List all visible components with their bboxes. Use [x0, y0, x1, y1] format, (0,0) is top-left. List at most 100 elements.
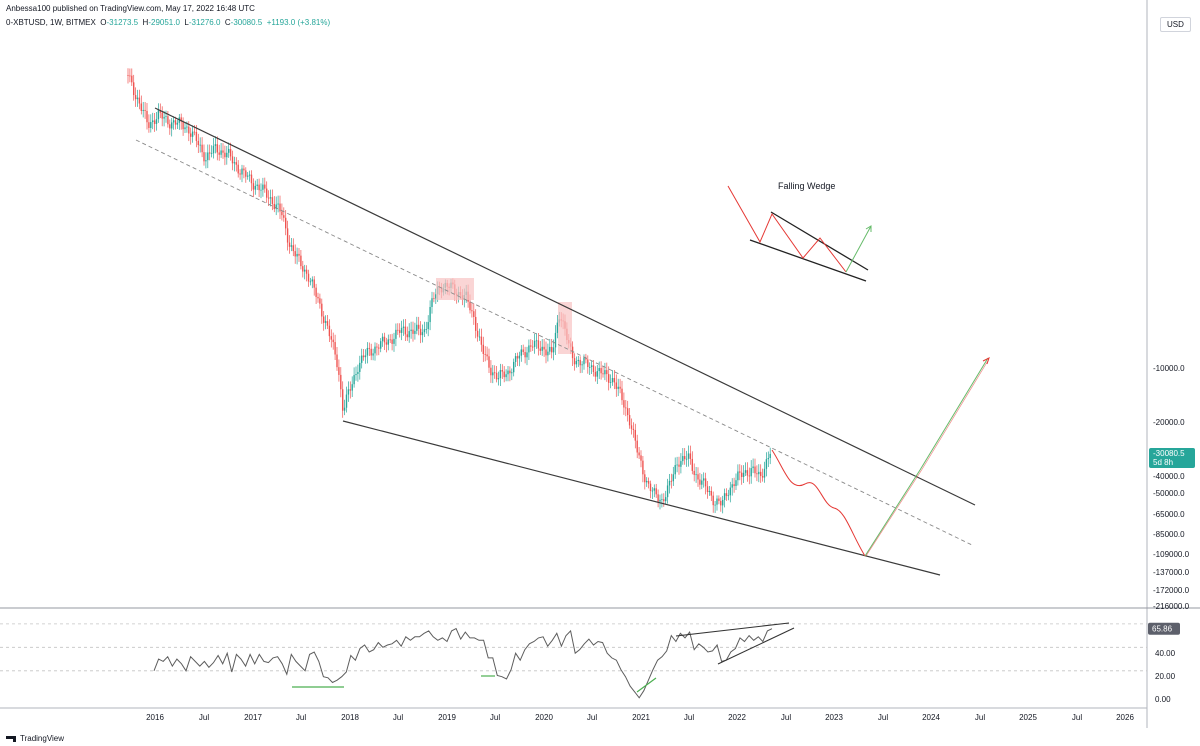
candle-body [250, 174, 253, 184]
candle-body [345, 394, 348, 408]
open-label: O [100, 18, 107, 27]
candle-body [288, 242, 291, 247]
candle-body [760, 471, 762, 477]
candle-body [727, 495, 730, 497]
candle-body [714, 504, 716, 506]
candle-body [604, 370, 606, 375]
candle-body [680, 461, 682, 467]
candle-body [505, 374, 507, 378]
candle-body [300, 255, 302, 267]
candle-body [416, 324, 418, 331]
highlight-box [436, 278, 474, 300]
tradingview-brand[interactable]: TradingView [6, 734, 64, 743]
candle-body [361, 355, 363, 363]
candle-body [482, 344, 484, 354]
time-tick-label: 2019 [438, 713, 456, 722]
candle-body [326, 321, 329, 326]
rsi-tick-label: 40.00 [1155, 649, 1176, 658]
candle-body [589, 366, 591, 368]
symbol-ticker[interactable]: 0-XBTUSD [6, 18, 46, 27]
candle-body [220, 150, 222, 155]
candle-body [144, 109, 146, 111]
candle-body [543, 346, 545, 350]
candle-body [279, 203, 281, 212]
candle-body [596, 371, 598, 377]
candle-body [218, 152, 220, 155]
time-tick-label: Jul [1072, 713, 1082, 722]
falling-wedge-illustration: Falling Wedge [727, 181, 872, 282]
candle-body [224, 152, 226, 158]
candle-body [642, 460, 644, 475]
candle-body [750, 468, 752, 477]
price-tick-label: -109000.0 [1153, 550, 1190, 559]
low-label: L [184, 18, 189, 27]
candle-body [304, 269, 306, 272]
candle-body [706, 486, 709, 493]
candle-body [494, 372, 496, 374]
candle-body [169, 124, 171, 129]
candle-body [134, 95, 137, 100]
candle-body [767, 458, 769, 460]
candle-body [754, 466, 756, 474]
currency-button[interactable]: USD [1160, 17, 1191, 32]
time-tick-label: Jul [490, 713, 500, 722]
time-tick-label: 2026 [1116, 713, 1134, 722]
high-value: -29051.0 [148, 18, 180, 27]
candle-body [511, 372, 513, 374]
candle-body [480, 336, 483, 345]
candle-body [277, 203, 279, 205]
candle-body [343, 407, 346, 411]
wedge-breakout [845, 225, 872, 273]
candle-body [644, 474, 646, 483]
candle-body [495, 372, 498, 380]
symbol-interval[interactable]: 1W [50, 18, 62, 27]
grid-layer [0, 0, 1200, 728]
candle-body [718, 498, 720, 501]
candle-body [583, 357, 585, 365]
candle-body [362, 355, 365, 358]
candle-body [731, 484, 733, 488]
time-axis[interactable]: 2016 Jul 2017 Jul 2018 Jul 2019 Jul 2020 Jul 2021 J… [146, 713, 1134, 722]
candle-body [670, 480, 673, 482]
candle-body [332, 339, 334, 343]
candle-body [520, 349, 522, 356]
candle-body [372, 353, 374, 356]
price-tick-label: -85000.0 [1153, 530, 1185, 539]
candle-body [475, 316, 477, 331]
low-value: -31276.0 [188, 18, 221, 27]
candle-body [723, 493, 726, 500]
candle-body [737, 471, 739, 481]
candle-body [579, 359, 581, 366]
candle-body [399, 330, 401, 333]
candle-body [598, 368, 600, 372]
brand-name: TradingView [20, 734, 65, 743]
candle-body [315, 287, 317, 297]
projection-down-path [771, 449, 866, 557]
candle-body [710, 490, 712, 496]
candle-body [421, 332, 424, 336]
candle-body [283, 215, 285, 218]
candle-body [473, 311, 475, 317]
candle-body [646, 480, 648, 483]
candle-body [414, 330, 416, 334]
price-axis[interactable]: -10000.0 -20000.0 -30080.55d 8h -40000.0 -50… [1149, 364, 1195, 611]
candle-body [357, 371, 359, 375]
change-value: +1193.0 (+3.81%) [266, 18, 331, 27]
candle-body [214, 144, 217, 146]
author-name[interactable]: Anbessa100 [6, 4, 51, 13]
publish-header: Anbessa100 published on TradingView.com,… [6, 4, 255, 13]
candle-body [203, 152, 205, 162]
candle-body [275, 204, 277, 210]
candle-body [657, 494, 659, 502]
candle-body [387, 339, 389, 345]
candle-body [514, 356, 517, 362]
candle-body [241, 168, 243, 175]
candle-body [273, 203, 275, 210]
candle-body [651, 490, 654, 492]
candle-body [281, 211, 283, 216]
candle-body [243, 168, 245, 171]
candle-body [573, 358, 576, 365]
candle-body [266, 188, 268, 198]
candle-body [676, 464, 678, 466]
